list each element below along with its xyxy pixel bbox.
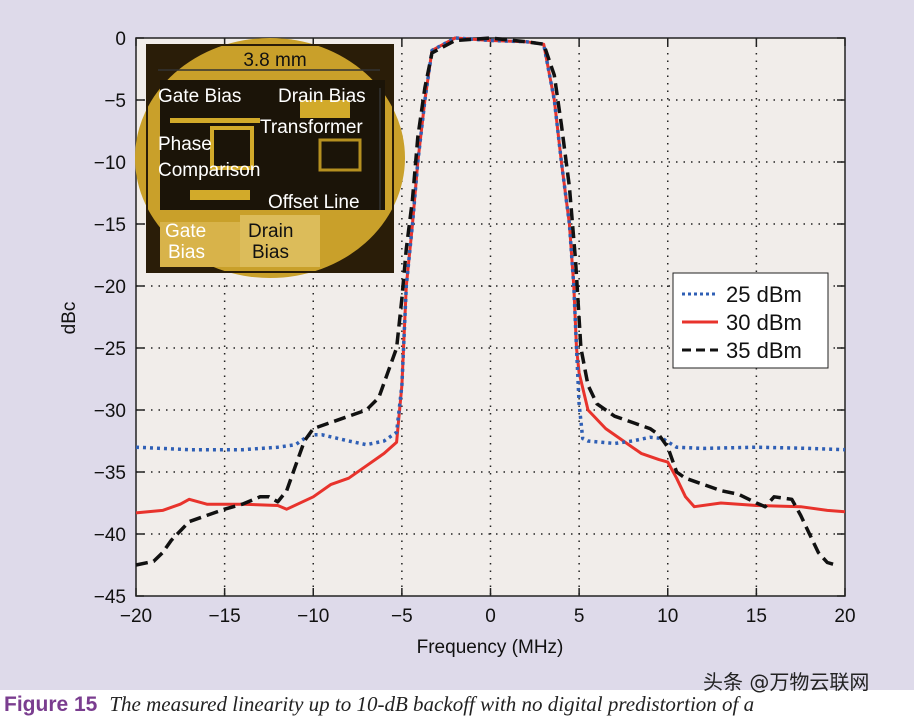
y-axis: 0 −5 −10 −15 −20 −25 −30 −35 −40 −45 (94, 29, 845, 608)
y-tick-label: −45 (94, 587, 126, 608)
inset-label-drain: Drain (248, 221, 293, 242)
inset-label-drain-bias: Drain Bias (278, 86, 366, 107)
inset-label-transformer: Transformer (260, 117, 363, 138)
series-line-35-dbm (135, 36, 837, 567)
y-tick-label: −40 (94, 525, 126, 546)
legend-label-35dbm: 35 dBm (726, 338, 802, 363)
x-tick-label: 20 (834, 606, 855, 627)
x-tick-label: −10 (297, 606, 329, 627)
inset-label-gate: Gate (165, 221, 206, 242)
y-tick-label: −15 (94, 215, 126, 236)
scale-label: 3.8 mm (243, 50, 306, 71)
x-axis: −20 −15 −10 −5 0 5 10 15 20 (120, 38, 856, 627)
x-tick-label: −5 (391, 606, 413, 627)
watermark: 头条 @万物云联网 (703, 670, 870, 694)
inset-label-gate-bias: Gate Bias (158, 86, 241, 107)
x-tick-label: 10 (657, 606, 678, 627)
x-axis-label: Frequency (MHz) (417, 637, 564, 658)
y-tick-label: −35 (94, 463, 126, 484)
y-tick-label: 0 (115, 29, 126, 50)
inset-label-gate-bias-2: Bias (168, 242, 205, 263)
chip-photo-inset: 3.8 mm Gate Bias Drain Bias Transformer … (135, 38, 405, 278)
series-line-30-dbm (135, 36, 846, 515)
series-group (135, 36, 846, 567)
legend-label-30dbm: 30 dBm (726, 310, 802, 335)
caption-text: The measured linearity up to 10-dB backo… (109, 692, 755, 716)
y-tick-label: −10 (94, 153, 126, 174)
legend: 25 dBm 30 dBm 35 dBm (672, 272, 829, 369)
caption-figure-number: Figure 15 (4, 693, 98, 716)
y-tick-label: −30 (94, 401, 126, 422)
y-tick-label: −5 (104, 91, 126, 112)
x-tick-label: −20 (120, 606, 152, 627)
line-chart: −20 −15 −10 −5 0 5 10 15 20 0 −5 −10 −15 −20 −25 −30 −3… (59, 29, 856, 658)
inset-label-comparison: Comparison (158, 160, 260, 181)
y-tick-label: −20 (94, 277, 126, 298)
inset-label-offset-line: Offset Line (268, 192, 360, 213)
inset-label-phase: Phase (158, 134, 212, 155)
y-axis-label: dBc (59, 302, 80, 335)
x-tick-label: −15 (209, 606, 241, 627)
x-tick-label: 5 (574, 606, 585, 627)
y-tick-label: −25 (94, 339, 126, 360)
inset-label-drain-bias-2: Bias (252, 242, 289, 263)
legend-label-25dbm: 25 dBm (726, 282, 802, 307)
x-tick-label: 0 (485, 606, 496, 627)
figure-caption: Figure 15 The measured linearity up to 10… (4, 692, 754, 717)
x-tick-label: 15 (746, 606, 767, 627)
